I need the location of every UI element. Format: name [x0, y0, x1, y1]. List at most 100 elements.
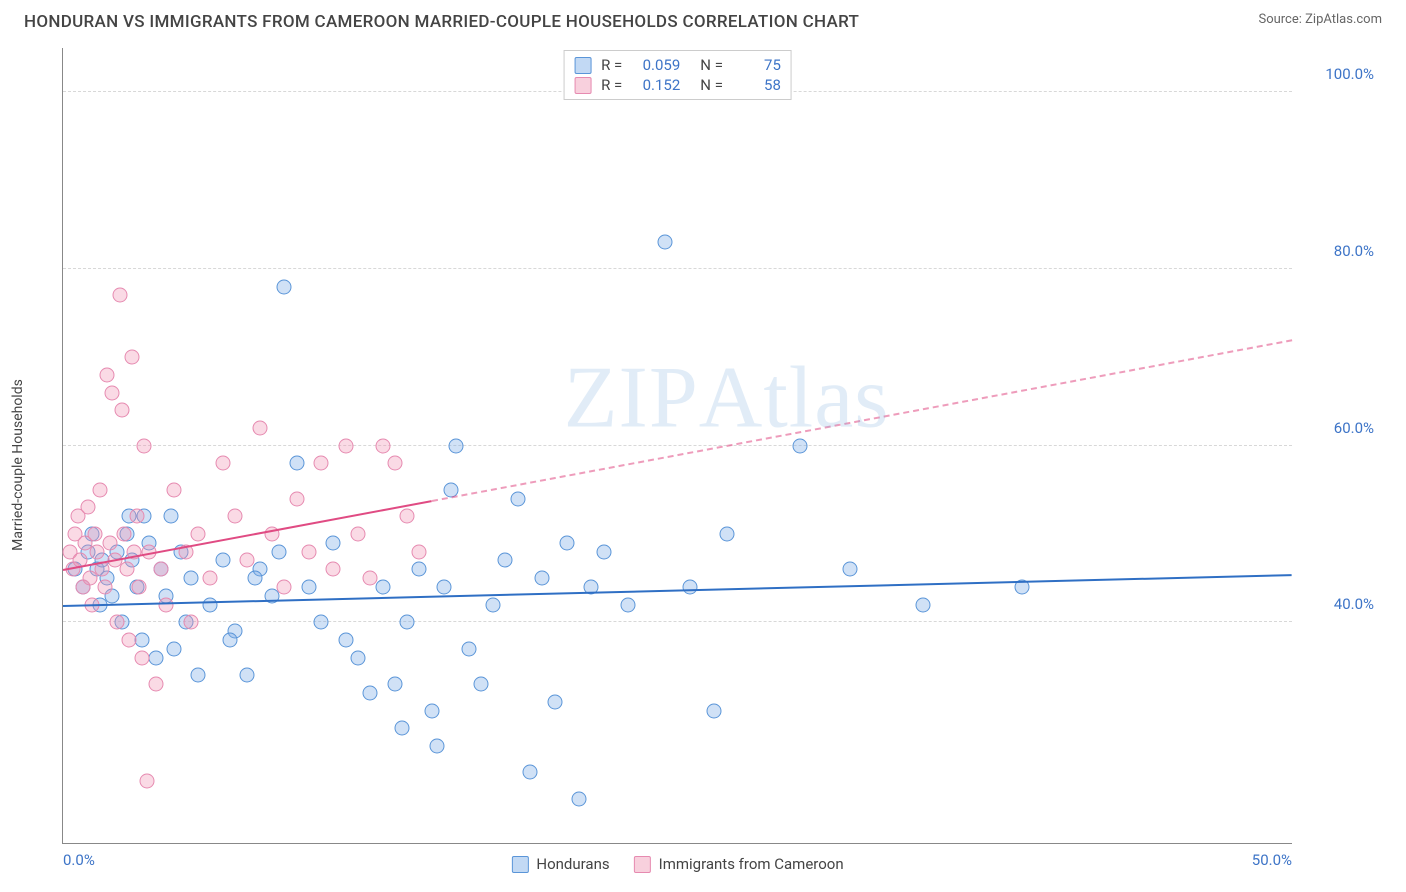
scatter-point: [719, 526, 734, 541]
scatter-point: [124, 350, 139, 365]
scatter-point: [110, 615, 125, 630]
scatter-point: [301, 544, 316, 559]
scatter-point: [326, 562, 341, 577]
scatter-point: [191, 668, 206, 683]
scatter-point: [183, 571, 198, 586]
gridline: [63, 445, 1292, 446]
r-label: R =: [601, 56, 622, 74]
plot-area: ZIPAtlas R =0.059N =75R =0.152N =58 Hond…: [62, 48, 1292, 844]
chart-title: HONDURAN VS IMMIGRANTS FROM CAMEROON MAR…: [24, 12, 859, 32]
scatter-point: [682, 579, 697, 594]
scatter-point: [400, 509, 415, 524]
scatter-point: [338, 438, 353, 453]
scatter-point: [129, 509, 144, 524]
scatter-point: [137, 438, 152, 453]
scatter-point: [387, 677, 402, 692]
y-tick-label: 40.0%: [1300, 595, 1374, 613]
y-axis-label: Married-couple Households: [10, 379, 26, 551]
scatter-point: [149, 650, 164, 665]
scatter-point: [412, 562, 427, 577]
scatter-point: [793, 438, 808, 453]
scatter-point: [916, 597, 931, 612]
scatter-point: [105, 385, 120, 400]
scatter-point: [436, 579, 451, 594]
y-tick-label: 60.0%: [1300, 419, 1374, 437]
watermark-part-a: ZIP: [564, 349, 699, 446]
scatter-point: [223, 632, 238, 647]
scatter-point: [350, 650, 365, 665]
stats-row: R =0.059N =75: [574, 55, 781, 75]
scatter-point: [139, 774, 154, 789]
scatter-point: [535, 571, 550, 586]
scatter-point: [338, 632, 353, 647]
legend-swatch: [574, 77, 591, 94]
scatter-point: [87, 526, 102, 541]
legend-swatch: [511, 856, 528, 873]
scatter-point: [114, 403, 129, 418]
scatter-point: [363, 571, 378, 586]
scatter-point: [149, 677, 164, 692]
legend-swatch: [634, 856, 651, 873]
scatter-point: [183, 615, 198, 630]
legend-label: Immigrants from Cameroon: [659, 855, 844, 873]
scatter-point: [191, 526, 206, 541]
scatter-point: [326, 535, 341, 550]
scatter-point: [277, 279, 292, 294]
scatter-point: [119, 562, 134, 577]
x-tick-label: 50.0%: [1252, 851, 1292, 869]
scatter-point: [621, 597, 636, 612]
gridline: [63, 268, 1292, 269]
legend-swatch: [574, 57, 591, 74]
r-value: 0.059: [632, 56, 680, 74]
scatter-point: [412, 544, 427, 559]
scatter-point: [572, 791, 587, 806]
scatter-point: [387, 456, 402, 471]
n-label: N =: [700, 56, 723, 74]
scatter-point: [277, 579, 292, 594]
scatter-point: [97, 579, 112, 594]
scatter-point: [112, 288, 127, 303]
scatter-point: [203, 597, 218, 612]
chart-container: Married-couple Households ZIPAtlas R =0.…: [24, 48, 1382, 882]
scatter-point: [132, 579, 147, 594]
y-tick-label: 100.0%: [1300, 65, 1374, 83]
stats-row: R =0.152N =58: [574, 75, 781, 95]
scatter-point: [228, 509, 243, 524]
scatter-point: [289, 491, 304, 506]
scatter-point: [707, 703, 722, 718]
source-attribution: Source: ZipAtlas.com: [1258, 12, 1382, 27]
r-label: R =: [601, 76, 622, 94]
legend-item: Hondurans: [511, 855, 609, 873]
scatter-point: [301, 579, 316, 594]
legend-item: Immigrants from Cameroon: [634, 855, 844, 873]
scatter-point: [215, 553, 230, 568]
n-value: 58: [733, 76, 781, 94]
scatter-point: [154, 562, 169, 577]
scatter-point: [424, 703, 439, 718]
scatter-point: [252, 420, 267, 435]
scatter-point: [166, 641, 181, 656]
scatter-point: [400, 615, 415, 630]
scatter-point: [429, 738, 444, 753]
scatter-point: [842, 562, 857, 577]
scatter-point: [395, 721, 410, 736]
scatter-point: [350, 526, 365, 541]
scatter-point: [289, 456, 304, 471]
scatter-point: [80, 500, 95, 515]
correlation-stats-box: R =0.059N =75R =0.152N =58: [563, 50, 792, 100]
scatter-point: [215, 456, 230, 471]
scatter-point: [117, 526, 132, 541]
scatter-point: [92, 482, 107, 497]
scatter-point: [547, 694, 562, 709]
scatter-point: [449, 438, 464, 453]
scatter-point: [596, 544, 611, 559]
scatter-point: [166, 482, 181, 497]
chart-header: HONDURAN VS IMMIGRANTS FROM CAMEROON MAR…: [0, 0, 1406, 36]
legend: Hondurans Immigrants from Cameroon: [511, 855, 843, 873]
scatter-point: [100, 367, 115, 382]
scatter-point: [510, 491, 525, 506]
scatter-point: [203, 571, 218, 586]
scatter-point: [272, 544, 287, 559]
scatter-point: [523, 765, 538, 780]
scatter-point: [102, 535, 117, 550]
